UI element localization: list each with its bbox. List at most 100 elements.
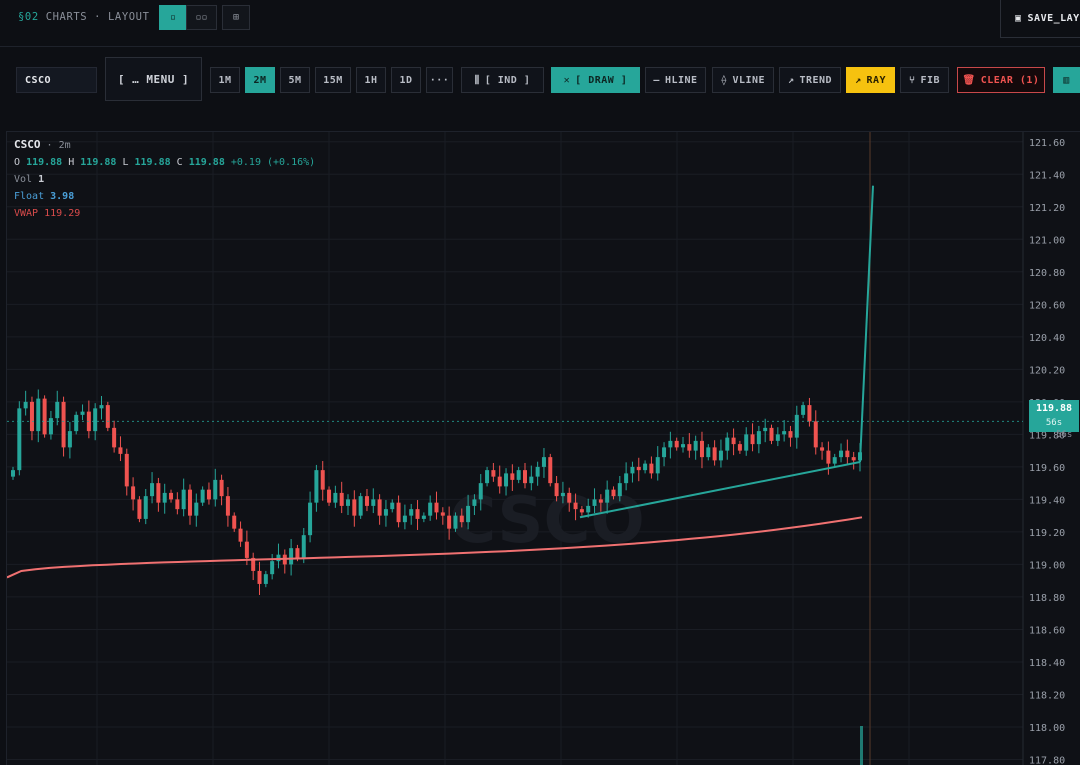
candle-body xyxy=(371,499,376,506)
candle-body xyxy=(794,414,799,438)
layout-single-button[interactable]: ▫ xyxy=(159,5,187,30)
y-axis-tick-label: 121.40 xyxy=(1029,170,1065,181)
candle-body xyxy=(61,401,66,448)
candle-body xyxy=(320,470,325,490)
chart-settings-button[interactable]: ▥ xyxy=(1053,67,1080,93)
layout-dual-button[interactable]: ▫▫ xyxy=(186,5,217,30)
trend-button[interactable]: ↗ TREND xyxy=(779,67,841,93)
candle-body xyxy=(839,450,844,458)
candle-body xyxy=(769,427,774,441)
candle-body xyxy=(11,470,15,477)
candle-body xyxy=(611,489,616,497)
menu-button[interactable]: [ … MENU ] xyxy=(105,57,202,101)
timeframe-1h[interactable]: 1H xyxy=(356,67,386,93)
candle-body xyxy=(421,515,426,519)
candle-body xyxy=(851,457,856,461)
candle-body xyxy=(554,483,559,497)
candle-body xyxy=(238,528,243,542)
candle-body xyxy=(206,489,211,500)
timeframe-1m[interactable]: 1M xyxy=(210,67,240,93)
candle-body xyxy=(516,470,521,480)
chart-legend: CSCO · 2m O 119.88 H 119.88 L 119.88 C 1… xyxy=(14,136,315,222)
timeframe-5m[interactable]: 5M xyxy=(280,67,310,93)
candle-body xyxy=(143,496,148,519)
candle-body xyxy=(624,473,629,484)
candle-body xyxy=(472,499,477,506)
candle-body xyxy=(718,450,723,461)
candle-body xyxy=(150,483,155,497)
y-axis-tick-label: 119.80 xyxy=(1029,430,1065,441)
hline-button[interactable]: — HLINE xyxy=(645,67,706,93)
layout-grid-button[interactable]: ⊞ xyxy=(222,5,250,30)
candle-body xyxy=(181,489,186,510)
candle-body xyxy=(327,489,332,503)
candle-body xyxy=(649,463,654,474)
trend-label: TREND xyxy=(799,74,833,86)
bar-countdown-shadow: 56s xyxy=(1056,430,1073,440)
candle-body xyxy=(131,486,136,500)
candle-body xyxy=(105,405,110,428)
candle-body xyxy=(763,427,768,432)
candle-body xyxy=(541,457,546,467)
candle-body xyxy=(225,496,230,516)
candlestick-chart[interactable]: 121.60 121.40 121.20 121.00 120.80 120.60 120.… xyxy=(7,132,1080,765)
candle-body xyxy=(485,470,490,484)
more-timeframes-button[interactable]: ··· xyxy=(426,67,453,93)
breadcrumb: §02 CHARTS · LAYOUT xyxy=(18,11,150,23)
y-axis-tick-label: 118.80 xyxy=(1029,593,1065,604)
candle-body xyxy=(826,450,831,464)
candle-body xyxy=(674,440,679,448)
candle-body xyxy=(42,398,47,435)
high-value: 119.88 xyxy=(80,157,117,168)
trend-icon: ↗ xyxy=(787,74,795,86)
save-icon: ▣ xyxy=(1015,13,1022,24)
y-axis-tick-label: 119.40 xyxy=(1029,495,1065,506)
fib-icon: ⑂ xyxy=(908,74,916,86)
candle-body xyxy=(29,401,34,432)
current-price: 119.88 xyxy=(1035,403,1073,414)
ray-label: RAY xyxy=(866,74,887,86)
y-axis-tick-label: 118.20 xyxy=(1029,690,1065,701)
save-layout-button[interactable]: ▣ SAVE_LAYOUT xyxy=(1000,0,1080,38)
top-bar: §02 CHARTS · LAYOUT ▫ ▫▫ ⊞ ▣ SAVE_LAYOUT xyxy=(0,0,1080,47)
candle-body xyxy=(402,515,407,523)
fib-button[interactable]: ⑂ FIB xyxy=(900,67,949,93)
candle-body xyxy=(55,401,60,419)
candle-body xyxy=(504,473,509,487)
candle-body xyxy=(453,515,458,529)
draw-label: [ DRAW ] xyxy=(575,74,628,86)
y-axis-tick-label: 121.00 xyxy=(1029,235,1065,246)
price-chart[interactable]: 121.60 121.40 121.20 121.00 120.80 120.60 120.… xyxy=(6,131,1080,765)
candle-body xyxy=(643,463,648,471)
candle-body xyxy=(118,447,123,454)
timeframe-2m[interactable]: 2M xyxy=(245,67,275,93)
indicators-button[interactable]: ⫼ [ IND ] xyxy=(461,67,544,93)
candle-body xyxy=(731,437,736,445)
ray-button[interactable]: ↗ RAY xyxy=(846,67,895,93)
candle-body xyxy=(662,447,667,458)
y-axis-tick-label: 120.20 xyxy=(1029,365,1065,376)
candle-body xyxy=(617,483,622,497)
breadcrumb-text: CHARTS · LAYOUT xyxy=(45,11,150,23)
vline-label: VLINE xyxy=(732,74,766,86)
candle-body xyxy=(605,489,610,503)
candle-body xyxy=(289,548,294,565)
volume-value: 1 xyxy=(38,174,45,185)
hline-label: HLINE xyxy=(664,74,698,86)
candle-body xyxy=(529,476,534,484)
timeframe-15m[interactable]: 15M xyxy=(315,67,351,93)
candle-body xyxy=(466,505,471,523)
y-axis-tick-label: 120.80 xyxy=(1029,268,1065,279)
vline-icon: ⟠ xyxy=(720,74,728,86)
symbol-input[interactable]: CSCO xyxy=(16,67,97,93)
timeframe-1d[interactable]: 1D xyxy=(391,67,421,93)
candle-body xyxy=(364,496,369,506)
draw-button[interactable]: ✕ [ DRAW ] xyxy=(551,67,640,93)
y-axis-tick-label: 120.60 xyxy=(1029,300,1065,311)
vline-button[interactable]: ⟠ VLINE xyxy=(712,67,774,93)
candle-body xyxy=(775,434,780,441)
clear-drawings-button[interactable]: 🗑 CLEAR (1) xyxy=(957,67,1045,93)
candle-body xyxy=(232,515,237,529)
volume-label: Vol xyxy=(14,174,33,185)
candle-body xyxy=(668,440,673,448)
